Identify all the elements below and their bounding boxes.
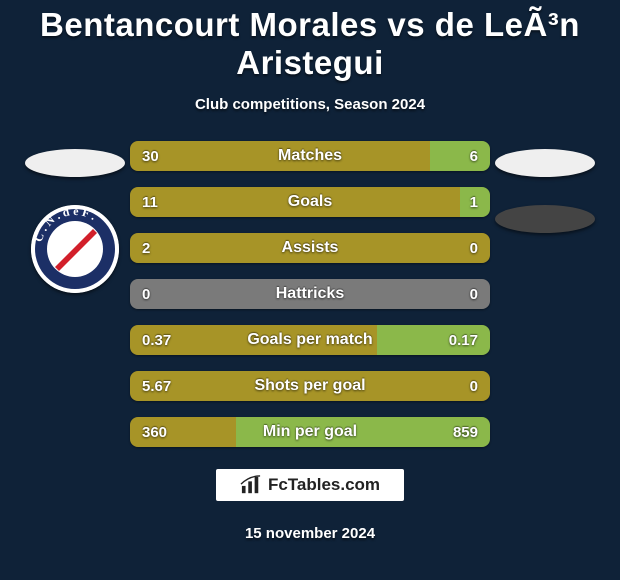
stat-bar: 00Hattricks [130,279,490,309]
watermark: FcTables.com [216,469,404,501]
watermark-text: FcTables.com [268,475,380,495]
date-text: 15 november 2024 [245,525,375,542]
stat-label: Goals per match [130,331,490,349]
stat-label: Matches [130,147,490,165]
right-player-oval-2 [495,205,595,233]
stat-bar: 306Matches [130,141,490,171]
stat-label: Shots per goal [130,377,490,395]
main-row: C . N . d e F . 306Matches 111Goals 20Assi… [0,141,620,447]
club-badge-svg: C . N . d e F . [31,205,119,293]
stat-label: Assists [130,239,490,257]
stats-bars: 306Matches 111Goals 20Assists 00Hattricks 0.… [130,141,490,447]
left-player-oval [25,149,125,177]
stat-label: Hattricks [130,285,490,303]
stat-bar: 360859Min per goal [130,417,490,447]
left-side: C . N . d e F . [20,141,130,293]
stat-label: Goals [130,193,490,211]
stat-bar: 0.370.17Goals per match [130,325,490,355]
right-player-oval-1 [495,149,595,177]
page-subtitle: Club competitions, Season 2024 [195,96,425,113]
right-side [490,141,600,233]
page-title: Bentancourt Morales vs de LeÃ³n Aristegu… [0,6,620,82]
stat-label: Min per goal [130,423,490,441]
chart-icon [240,475,262,495]
stat-bar: 111Goals [130,187,490,217]
stat-bar: 5.670Shots per goal [130,371,490,401]
content: Bentancourt Morales vs de LeÃ³n Aristegu… [0,0,620,580]
stat-bar: 20Assists [130,233,490,263]
left-club-badge: C . N . d e F . [31,205,119,293]
